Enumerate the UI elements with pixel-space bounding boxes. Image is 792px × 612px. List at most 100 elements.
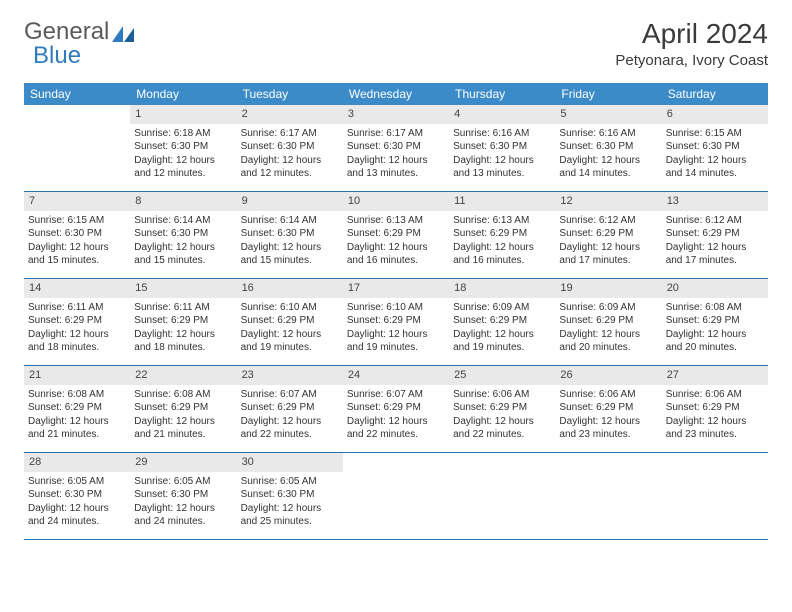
sunrise-text: Sunrise: 6:11 AM bbox=[134, 301, 232, 315]
brand-part2: Blue bbox=[33, 42, 81, 70]
day-number: 6 bbox=[662, 105, 768, 124]
sunset-text: Sunset: 6:29 PM bbox=[241, 314, 339, 328]
day-number bbox=[449, 453, 555, 457]
week-row: 14Sunrise: 6:11 AMSunset: 6:29 PMDayligh… bbox=[24, 279, 768, 366]
day-number bbox=[555, 453, 661, 457]
daylight-text: Daylight: 12 hours and 22 minutes. bbox=[241, 415, 339, 442]
daylight-text: Daylight: 12 hours and 18 minutes. bbox=[134, 328, 232, 355]
day-number: 20 bbox=[662, 279, 768, 298]
sunrise-text: Sunrise: 6:16 AM bbox=[559, 127, 657, 141]
daylight-text: Daylight: 12 hours and 15 minutes. bbox=[134, 241, 232, 268]
page-title: April 2024 bbox=[615, 18, 768, 50]
daylight-text: Daylight: 12 hours and 24 minutes. bbox=[28, 502, 126, 529]
sunset-text: Sunset: 6:30 PM bbox=[134, 227, 232, 241]
week-row: 28Sunrise: 6:05 AMSunset: 6:30 PMDayligh… bbox=[24, 453, 768, 540]
title-block: April 2024 Petyonara, Ivory Coast bbox=[615, 18, 768, 69]
day-cell: 15Sunrise: 6:11 AMSunset: 6:29 PMDayligh… bbox=[130, 279, 236, 365]
day-number: 4 bbox=[449, 105, 555, 124]
sunset-text: Sunset: 6:29 PM bbox=[453, 401, 551, 415]
daylight-text: Daylight: 12 hours and 23 minutes. bbox=[559, 415, 657, 442]
sunrise-text: Sunrise: 6:07 AM bbox=[241, 388, 339, 402]
day-cell: 14Sunrise: 6:11 AMSunset: 6:29 PMDayligh… bbox=[24, 279, 130, 365]
sunrise-text: Sunrise: 6:09 AM bbox=[453, 301, 551, 315]
sunrise-text: Sunrise: 6:11 AM bbox=[28, 301, 126, 315]
day-cell: 5Sunrise: 6:16 AMSunset: 6:30 PMDaylight… bbox=[555, 105, 661, 191]
sunset-text: Sunset: 6:30 PM bbox=[28, 227, 126, 241]
sunrise-text: Sunrise: 6:05 AM bbox=[28, 475, 126, 489]
day-number: 23 bbox=[237, 366, 343, 385]
sunrise-text: Sunrise: 6:16 AM bbox=[453, 127, 551, 141]
daylight-text: Daylight: 12 hours and 23 minutes. bbox=[666, 415, 764, 442]
day-cell: 4Sunrise: 6:16 AMSunset: 6:30 PMDaylight… bbox=[449, 105, 555, 191]
sunset-text: Sunset: 6:30 PM bbox=[559, 140, 657, 154]
sunrise-text: Sunrise: 6:13 AM bbox=[347, 214, 445, 228]
day-number: 18 bbox=[449, 279, 555, 298]
sunrise-text: Sunrise: 6:15 AM bbox=[28, 214, 126, 228]
daylight-text: Daylight: 12 hours and 19 minutes. bbox=[453, 328, 551, 355]
weekday-header: Saturday bbox=[662, 83, 768, 105]
sunrise-text: Sunrise: 6:14 AM bbox=[241, 214, 339, 228]
day-number: 26 bbox=[555, 366, 661, 385]
day-cell bbox=[555, 453, 661, 539]
day-number: 1 bbox=[130, 105, 236, 124]
weekday-header: Wednesday bbox=[343, 83, 449, 105]
sunrise-text: Sunrise: 6:05 AM bbox=[134, 475, 232, 489]
daylight-text: Daylight: 12 hours and 13 minutes. bbox=[347, 154, 445, 181]
daylight-text: Daylight: 12 hours and 24 minutes. bbox=[134, 502, 232, 529]
weeks-container: 1Sunrise: 6:18 AMSunset: 6:30 PMDaylight… bbox=[24, 105, 768, 540]
day-cell: 24Sunrise: 6:07 AMSunset: 6:29 PMDayligh… bbox=[343, 366, 449, 452]
day-cell: 28Sunrise: 6:05 AMSunset: 6:30 PMDayligh… bbox=[24, 453, 130, 539]
day-cell: 23 Sunrise: 6:07 AMSunset: 6:29 PMDayligh… bbox=[237, 366, 343, 452]
sunset-text: Sunset: 6:30 PM bbox=[347, 140, 445, 154]
sunrise-text: Sunrise: 6:08 AM bbox=[134, 388, 232, 402]
day-cell: 22Sunrise: 6:08 AMSunset: 6:29 PMDayligh… bbox=[130, 366, 236, 452]
sunset-text: Sunset: 6:29 PM bbox=[241, 401, 339, 415]
daylight-text: Daylight: 12 hours and 12 minutes. bbox=[241, 154, 339, 181]
sunset-text: Sunset: 6:29 PM bbox=[559, 314, 657, 328]
sunset-text: Sunset: 6:29 PM bbox=[666, 401, 764, 415]
day-number: 2 bbox=[237, 105, 343, 124]
weekday-header: Thursday bbox=[449, 83, 555, 105]
day-cell bbox=[343, 453, 449, 539]
sunset-text: Sunset: 6:30 PM bbox=[241, 140, 339, 154]
day-cell: 11Sunrise: 6:13 AMSunset: 6:29 PMDayligh… bbox=[449, 192, 555, 278]
sunrise-text: Sunrise: 6:06 AM bbox=[666, 388, 764, 402]
page-header: General April 2024 Petyonara, Ivory Coas… bbox=[24, 18, 768, 69]
daylight-text: Daylight: 12 hours and 20 minutes. bbox=[666, 328, 764, 355]
day-number bbox=[343, 453, 449, 457]
day-cell: 12Sunrise: 6:12 AMSunset: 6:29 PMDayligh… bbox=[555, 192, 661, 278]
day-number: 21 bbox=[24, 366, 130, 385]
sunrise-text: Sunrise: 6:13 AM bbox=[453, 214, 551, 228]
day-cell: 2 Sunrise: 6:17 AMSunset: 6:30 PMDaylight… bbox=[237, 105, 343, 191]
sunrise-text: Sunrise: 6:12 AM bbox=[666, 214, 764, 228]
day-cell: 7 Sunrise: 6:15 AMSunset: 6:30 PMDaylight… bbox=[24, 192, 130, 278]
day-number: 9 bbox=[237, 192, 343, 211]
day-cell: 6Sunrise: 6:15 AMSunset: 6:30 PMDaylight… bbox=[662, 105, 768, 191]
page-subtitle: Petyonara, Ivory Coast bbox=[615, 52, 768, 69]
day-number: 3 bbox=[343, 105, 449, 124]
day-number: 10 bbox=[343, 192, 449, 211]
sunrise-text: Sunrise: 6:08 AM bbox=[666, 301, 764, 315]
weekday-header: Sunday bbox=[24, 83, 130, 105]
sunrise-text: Sunrise: 6:17 AM bbox=[347, 127, 445, 141]
day-cell: 10Sunrise: 6:13 AMSunset: 6:29 PMDayligh… bbox=[343, 192, 449, 278]
weekday-header: Tuesday bbox=[237, 83, 343, 105]
sunrise-text: Sunrise: 6:17 AM bbox=[241, 127, 339, 141]
sunrise-text: Sunrise: 6:06 AM bbox=[559, 388, 657, 402]
daylight-text: Daylight: 12 hours and 18 minutes. bbox=[28, 328, 126, 355]
sunset-text: Sunset: 6:29 PM bbox=[28, 314, 126, 328]
day-number: 22 bbox=[130, 366, 236, 385]
sunrise-text: Sunrise: 6:07 AM bbox=[347, 388, 445, 402]
sunrise-text: Sunrise: 6:08 AM bbox=[28, 388, 126, 402]
daylight-text: Daylight: 12 hours and 15 minutes. bbox=[28, 241, 126, 268]
sunset-text: Sunset: 6:30 PM bbox=[241, 227, 339, 241]
day-number: 7 bbox=[24, 192, 130, 211]
day-cell: 29Sunrise: 6:05 AMSunset: 6:30 PMDayligh… bbox=[130, 453, 236, 539]
day-cell: 18Sunrise: 6:09 AMSunset: 6:29 PMDayligh… bbox=[449, 279, 555, 365]
day-cell: 13Sunrise: 6:12 AMSunset: 6:29 PMDayligh… bbox=[662, 192, 768, 278]
sunrise-text: Sunrise: 6:10 AM bbox=[347, 301, 445, 315]
weekday-header: Monday bbox=[130, 83, 236, 105]
day-number: 30 bbox=[237, 453, 343, 472]
sunrise-text: Sunrise: 6:05 AM bbox=[241, 475, 339, 489]
daylight-text: Daylight: 12 hours and 21 minutes. bbox=[134, 415, 232, 442]
